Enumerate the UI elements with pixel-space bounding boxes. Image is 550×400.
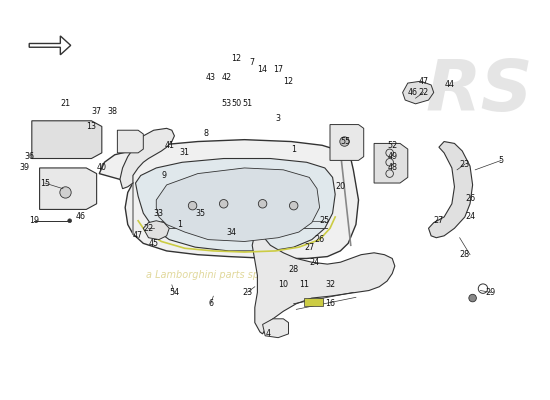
Text: 46: 46 bbox=[408, 88, 418, 97]
Text: 47: 47 bbox=[419, 77, 428, 86]
Text: 21: 21 bbox=[60, 99, 70, 108]
Circle shape bbox=[219, 200, 228, 208]
Text: a Lamborghini parts specialist: a Lamborghini parts specialist bbox=[146, 270, 294, 280]
Text: 52: 52 bbox=[387, 141, 397, 150]
Text: 25: 25 bbox=[320, 216, 330, 225]
Text: 8: 8 bbox=[203, 130, 208, 138]
Polygon shape bbox=[32, 121, 102, 158]
Text: 53: 53 bbox=[221, 99, 232, 108]
Text: 37: 37 bbox=[91, 107, 102, 116]
Text: 44: 44 bbox=[444, 80, 454, 90]
Text: 48: 48 bbox=[387, 164, 397, 172]
Polygon shape bbox=[117, 130, 144, 153]
Text: 34: 34 bbox=[227, 228, 236, 236]
Text: 12: 12 bbox=[232, 54, 241, 63]
Text: 1: 1 bbox=[177, 220, 182, 229]
Text: 10: 10 bbox=[278, 280, 288, 289]
Text: 36: 36 bbox=[24, 152, 34, 161]
Circle shape bbox=[68, 219, 72, 223]
Text: 50: 50 bbox=[232, 99, 241, 108]
Text: 11: 11 bbox=[299, 280, 309, 289]
Circle shape bbox=[60, 187, 71, 198]
Text: 32: 32 bbox=[325, 280, 335, 289]
Circle shape bbox=[188, 202, 197, 210]
Text: 38: 38 bbox=[107, 107, 117, 116]
Text: 47: 47 bbox=[133, 231, 143, 240]
Text: 28: 28 bbox=[289, 265, 299, 274]
Text: 1: 1 bbox=[291, 144, 296, 154]
Text: 3: 3 bbox=[276, 114, 280, 124]
FancyBboxPatch shape bbox=[304, 298, 323, 306]
Text: 41: 41 bbox=[164, 141, 174, 150]
Text: 23: 23 bbox=[460, 160, 470, 169]
Text: 12: 12 bbox=[283, 77, 294, 86]
Text: 14: 14 bbox=[257, 65, 268, 74]
Polygon shape bbox=[120, 128, 174, 189]
Text: 54: 54 bbox=[169, 288, 179, 297]
Text: 33: 33 bbox=[154, 209, 164, 218]
Text: 23: 23 bbox=[242, 288, 252, 297]
Text: 6: 6 bbox=[208, 299, 213, 308]
Polygon shape bbox=[252, 226, 395, 334]
Text: 42: 42 bbox=[221, 73, 232, 82]
Text: RS: RS bbox=[426, 57, 534, 126]
Text: 43: 43 bbox=[206, 73, 216, 82]
Polygon shape bbox=[135, 158, 335, 251]
Text: 55: 55 bbox=[340, 137, 351, 146]
Text: 19: 19 bbox=[29, 216, 40, 225]
Text: 9: 9 bbox=[162, 171, 167, 180]
Text: 31: 31 bbox=[180, 148, 190, 157]
Text: 35: 35 bbox=[195, 209, 205, 218]
Polygon shape bbox=[374, 144, 408, 183]
Polygon shape bbox=[330, 124, 364, 160]
Text: 27: 27 bbox=[304, 243, 315, 252]
Polygon shape bbox=[99, 140, 359, 258]
Text: Barchetta: Barchetta bbox=[182, 231, 336, 259]
Text: 40: 40 bbox=[97, 164, 107, 172]
Polygon shape bbox=[144, 221, 169, 240]
Text: 7: 7 bbox=[250, 58, 255, 67]
Text: 4: 4 bbox=[265, 329, 270, 338]
Text: 17: 17 bbox=[273, 65, 283, 74]
Text: 45: 45 bbox=[148, 239, 159, 248]
Circle shape bbox=[469, 294, 476, 302]
Circle shape bbox=[340, 137, 349, 146]
Text: 28: 28 bbox=[460, 250, 470, 259]
Text: 26: 26 bbox=[315, 235, 324, 244]
Text: 49: 49 bbox=[387, 152, 397, 161]
Text: 22: 22 bbox=[418, 88, 428, 97]
Text: 5: 5 bbox=[498, 156, 504, 165]
Polygon shape bbox=[40, 168, 97, 210]
Polygon shape bbox=[262, 319, 289, 338]
Text: 20: 20 bbox=[336, 182, 345, 191]
Text: 27: 27 bbox=[434, 216, 444, 225]
Polygon shape bbox=[156, 168, 320, 242]
Text: 15: 15 bbox=[40, 178, 50, 188]
Text: 24: 24 bbox=[310, 258, 320, 267]
Text: 51: 51 bbox=[242, 99, 252, 108]
Text: 24: 24 bbox=[465, 212, 475, 222]
Circle shape bbox=[258, 200, 267, 208]
Text: 26: 26 bbox=[465, 194, 475, 203]
Polygon shape bbox=[403, 81, 434, 104]
Text: 46: 46 bbox=[76, 212, 86, 222]
Text: 39: 39 bbox=[19, 164, 29, 172]
Text: 13: 13 bbox=[86, 122, 96, 131]
Text: 22: 22 bbox=[144, 224, 153, 233]
Text: 29: 29 bbox=[486, 288, 496, 297]
Polygon shape bbox=[428, 142, 472, 238]
Circle shape bbox=[289, 202, 298, 210]
Text: 16: 16 bbox=[325, 299, 335, 308]
